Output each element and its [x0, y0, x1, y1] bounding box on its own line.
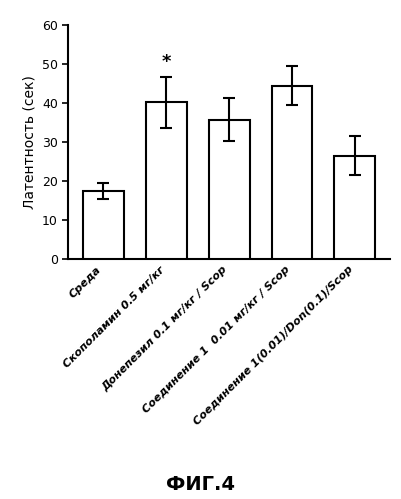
- Bar: [334, 156, 375, 259]
- Bar: [83, 191, 124, 259]
- Bar: [208, 120, 249, 259]
- Y-axis label: Латентность (сек): Латентность (сек): [22, 75, 36, 209]
- Text: ФИГ.4: ФИГ.4: [166, 475, 235, 494]
- Text: *: *: [161, 53, 170, 71]
- Bar: [146, 102, 186, 259]
- Bar: [271, 85, 312, 259]
